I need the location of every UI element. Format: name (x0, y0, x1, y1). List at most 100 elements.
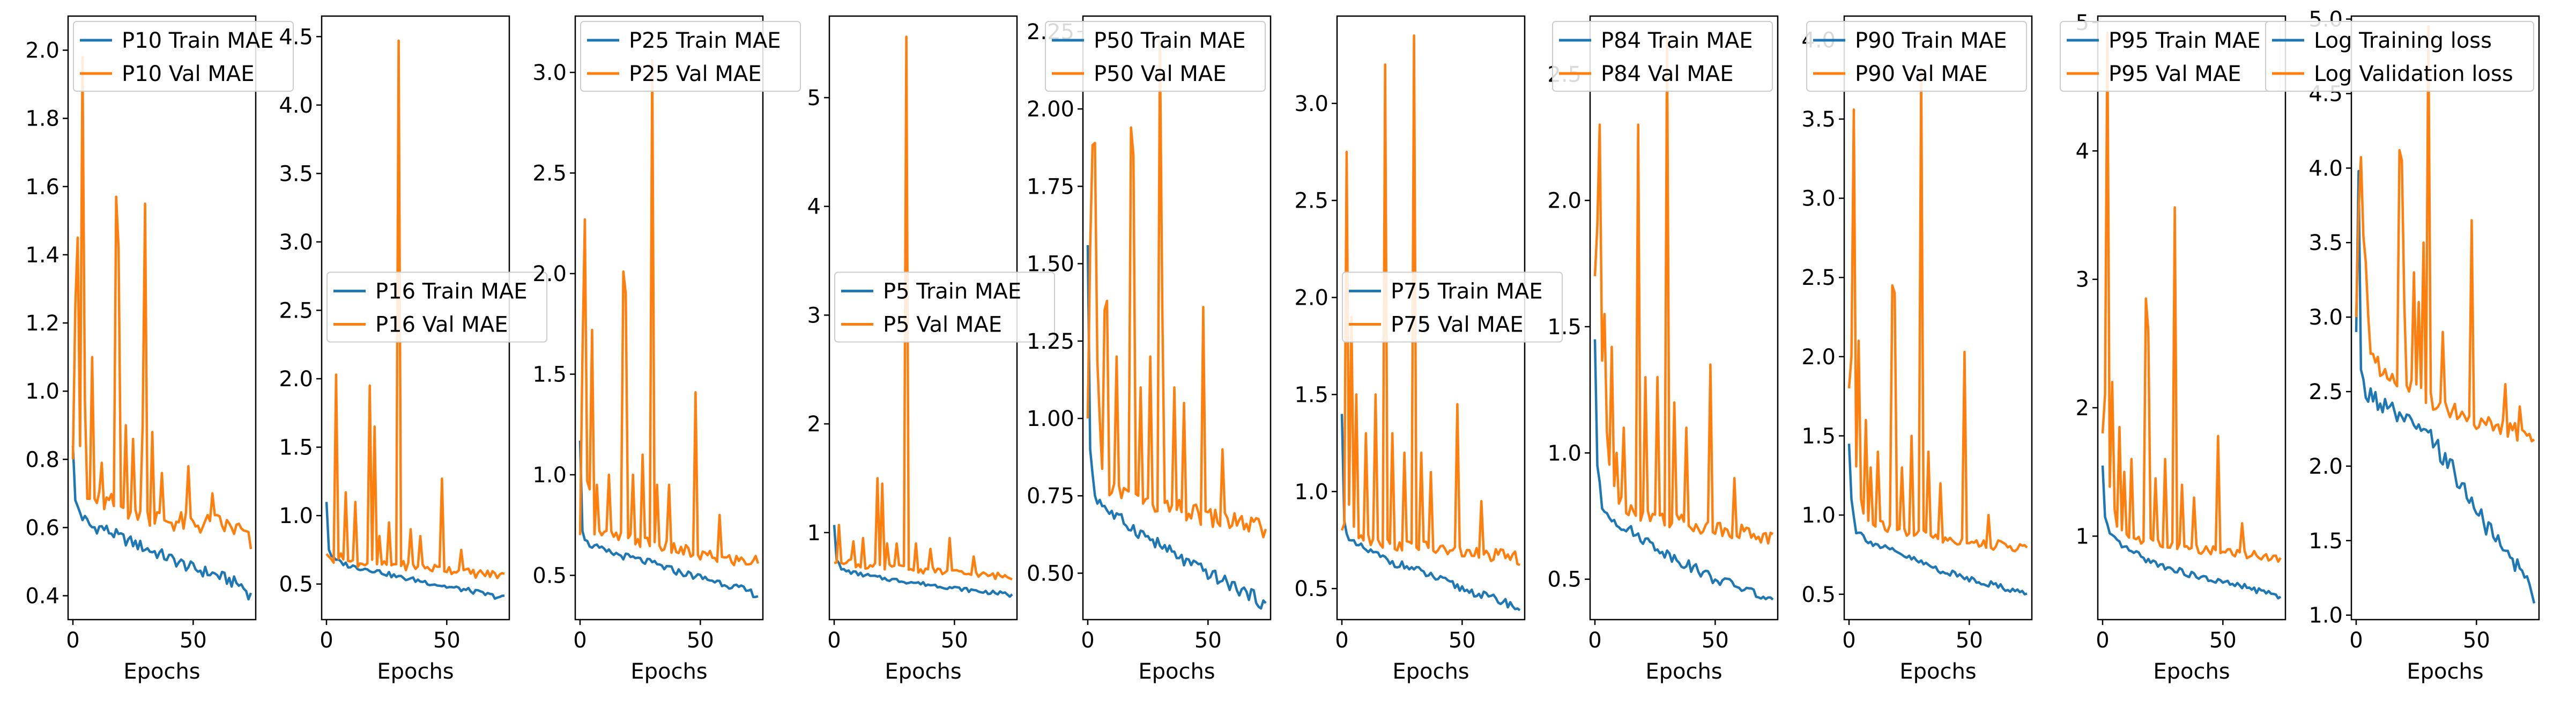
y-tick-label: 3.0 (532, 61, 567, 85)
x-tick-label: 50 (433, 628, 461, 653)
legend-label: P75 Train MAE (1391, 279, 1543, 304)
subplot-10: 1.01.52.02.53.03.54.04.55.00 50EpochsLog … (2265, 8, 2540, 684)
legend-box (580, 21, 801, 92)
x-tick-label: 0 (2349, 628, 2363, 653)
y-tick-label: 2.0 (532, 262, 567, 286)
legend-label: P95 Train MAE (2109, 28, 2261, 53)
series-line-train (1086, 245, 1267, 610)
legend: P25 Train MAE P25 Val MAE (580, 21, 801, 92)
legend: P5 Train MAE P5 Val MAE (834, 271, 1055, 343)
y-tick-label: 1.5 (2308, 529, 2343, 554)
x-axis-label: Epochs (1392, 659, 1469, 684)
x-tick-label: 0 (827, 628, 841, 653)
subplot-2: 0.5 1.0 1.5 2.0 2.5 3.0 3.5 4.0 4.5 0 50 Epochs P16 … (279, 15, 547, 684)
series-line-val (71, 56, 253, 549)
y-tick-label: 5 (807, 86, 821, 111)
legend-box (326, 271, 547, 343)
series-line-val (1086, 39, 1267, 539)
legend-label: P5 Train MAE (883, 279, 1021, 304)
y-tick-label: 1.00 (1027, 407, 1074, 431)
y-tick-label: 4 (807, 195, 821, 219)
x-tick-label: 0 (1335, 628, 1348, 653)
y-tick-label: 1 (807, 521, 821, 546)
y-tick-label: 0.5 (532, 564, 567, 588)
y-tick-label: 1.0 (1294, 480, 1328, 504)
subplot-3: 0.5 1.0 1.5 2.0 2.5 3.0 0 50 Epochs P25 Train MAE… (532, 15, 801, 684)
series-line-val (1593, 38, 1774, 545)
x-axis-label: Epochs (1899, 659, 1976, 684)
y-tick-label: 0.5 (1801, 583, 1836, 607)
x-tick-label: 0 (2096, 628, 2109, 653)
series-line-train (578, 440, 759, 599)
x-tick-label: 50 (2463, 628, 2490, 653)
y-tick-label: 2.5 (1294, 189, 1328, 214)
legend-label: P10 Val MAE (122, 62, 254, 86)
y-tick-label: 3.5 (1801, 107, 1836, 132)
x-axis-label: Epochs (123, 659, 200, 684)
subplot-1: 0.4 0.6 0.8 1.0 1.2 1.4 1.6 1.8 2.0 0 50 Epochs P10 … (25, 15, 294, 684)
y-tick-label: 2.0 (25, 39, 60, 63)
y-tick-label: 0.5 (1547, 568, 1582, 592)
axes-frame (2097, 15, 2287, 621)
legend-label: P5 Val MAE (883, 313, 1002, 337)
x-tick-label: 50 (1702, 628, 1729, 653)
subplot-6: 0.5 1.0 1.5 2.0 2.5 3.0 0 50 Epochs P75 Train MAE… (1294, 15, 1563, 684)
x-tick-label: 50 (1194, 628, 1222, 653)
x-axis-label: Epochs (377, 659, 454, 684)
legend: P95 Train MAE P95 Val MAE (2060, 21, 2281, 92)
y-tick-label: 3.0 (1294, 92, 1328, 116)
legend: Log Training loss Log Validation loss (2265, 21, 2534, 92)
series-line-train (2101, 465, 2282, 600)
legend-label: P25 Val MAE (629, 62, 761, 86)
series-line-train (71, 445, 253, 601)
subplot-8: 0.51.01.52.02.53.03.54.0050EpochsP90 Tra… (1801, 15, 2033, 684)
y-tick-label: 2.5 (2308, 380, 2343, 404)
y-tick-label: 1.25 (1027, 329, 1074, 354)
legend-label: P10 Train MAE (122, 28, 274, 53)
y-tick-label: 0.75 (1027, 484, 1074, 509)
axes-frame (1843, 15, 2033, 621)
series-line-train (1593, 339, 1774, 601)
series-line-val (325, 39, 505, 579)
x-tick-label: 0 (1842, 628, 1855, 653)
legend-label: P16 Val MAE (375, 313, 508, 337)
x-tick-label: 0 (1588, 628, 1601, 653)
legend-label: P16 Train MAE (375, 279, 528, 304)
y-tick-label: 3 (807, 303, 821, 328)
x-axis-label: Epochs (2153, 659, 2230, 684)
y-tick-label: 3.0 (2308, 305, 2343, 330)
y-tick-label: 2.0 (1801, 345, 1836, 370)
x-axis-label: Epochs (2407, 659, 2483, 684)
legend: P10 Train MAE P10 Val MAE (73, 21, 294, 92)
legend-label: P90 Train MAE (1855, 28, 2007, 53)
x-tick-label: 50 (1956, 628, 1983, 653)
y-tick-label: 1.5 (1294, 382, 1328, 407)
y-tick-label: 3.0 (1801, 187, 1836, 211)
legend-label: P75 Val MAE (1391, 313, 1523, 337)
y-tick-label: 1.75 (1027, 174, 1074, 199)
y-tick-label: 2.0 (2308, 454, 2343, 479)
series-line-val (578, 59, 760, 566)
series-line-train (1847, 444, 2028, 595)
y-tick-label: 1.5 (279, 436, 313, 460)
series-line-train (2355, 170, 2536, 604)
y-tick-label: 1 (2076, 524, 2089, 549)
y-tick-label: 0.8 (25, 447, 60, 472)
y-tick-label: 2.0 (1294, 286, 1328, 311)
legend-box (73, 21, 294, 92)
legend: P90 Train MAE P90 Val MAE (1806, 21, 2027, 92)
legend-label: P84 Train MAE (1601, 28, 1753, 53)
x-tick-label: 50 (180, 628, 207, 653)
axes-frame (1589, 15, 1779, 621)
y-tick-label: 4.0 (279, 93, 313, 118)
y-tick-label: 4.5 (279, 25, 313, 49)
series-line-val (1340, 34, 1520, 566)
y-tick-label: 3.5 (2308, 231, 2343, 255)
legend-label: P84 Val MAE (1601, 62, 1733, 86)
x-axis-label: Epochs (885, 659, 961, 684)
axes-frame (2350, 15, 2540, 621)
y-tick-label: 1.0 (532, 463, 567, 488)
y-tick-label: 1.0 (279, 504, 313, 528)
